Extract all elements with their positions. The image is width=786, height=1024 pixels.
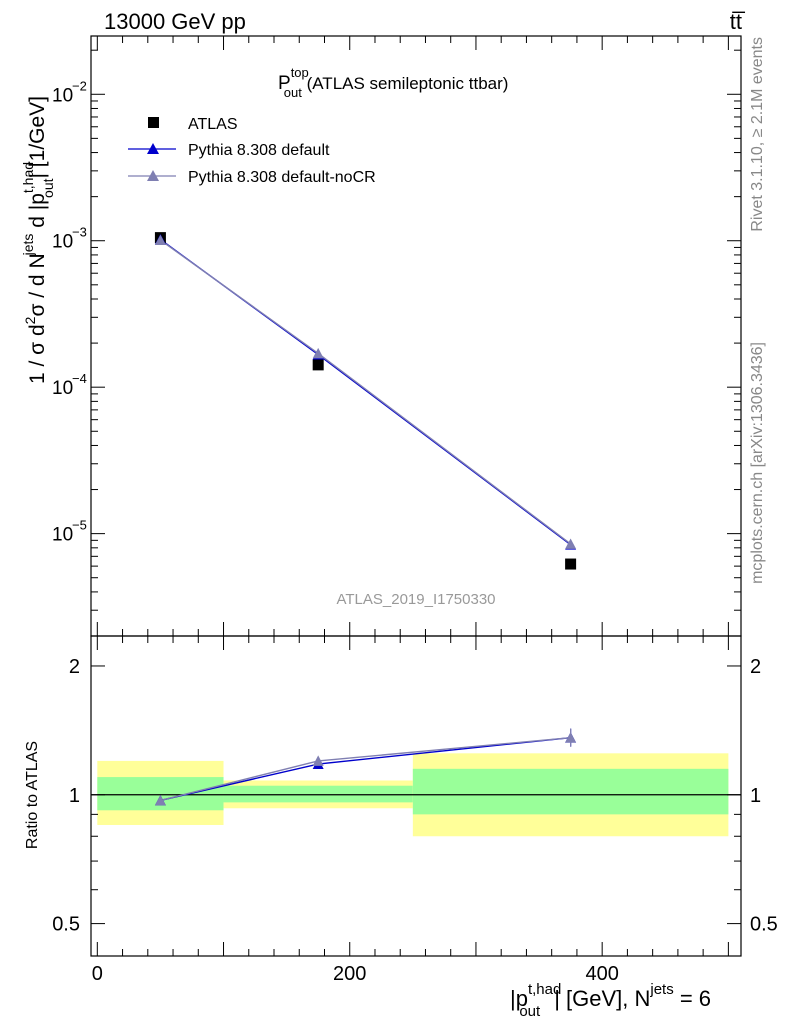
main-point-atlas: [312, 359, 324, 371]
main-point-pythia-nocr: [312, 347, 324, 359]
main-y-tick-label: 10: [52, 85, 73, 106]
main-line-pythia-nocr: [160, 239, 572, 545]
main-y-tick-label: 10: [52, 525, 73, 546]
ratio-point-pythia-nocr: [565, 732, 577, 743]
ratio-y-tick-label: 0.5: [52, 914, 80, 936]
main-title-subscript: out: [284, 85, 302, 100]
main-line-pythia-default: [160, 238, 572, 546]
legend: ATLAS Pythia 8.308 default Pythia 8.308 …: [128, 116, 376, 186]
main-y-tick-label: 10: [52, 232, 73, 253]
x-tick-label: 200: [333, 963, 366, 985]
x-tick-label: 0: [92, 963, 103, 985]
ratio-y-tick-label: 1: [69, 785, 80, 807]
ratio-y-tick-label-right: 1: [750, 785, 761, 807]
header-energy-label: 13000 GeV pp: [104, 9, 246, 34]
main-y-axis-label: 1 / σ d2σ / d Njets d |pt,had out| [1/GeV…: [20, 96, 56, 384]
main-point-pythia-nocr: [154, 234, 166, 246]
main-point-pythia-nocr: [565, 538, 577, 549]
legend-label-pythia-default: Pythia 8.308 default: [188, 142, 330, 159]
main-point-atlas: [565, 558, 577, 570]
legend-label-pythia-nocr: Pythia 8.308 default-noCR: [188, 169, 376, 186]
x-axis-label: |pt,had out| [GeV], Njets = 6: [510, 981, 711, 1020]
ratio-point-pythia-nocr: [312, 755, 324, 766]
main-title-rest: (ATLAS semileptonic ttbar): [302, 74, 509, 93]
analysis-label: ATLAS_2019_I1750330: [336, 591, 495, 608]
legend-marker-pythia-default: [147, 143, 159, 154]
main-y-tick-label-exponent: −3: [72, 225, 87, 240]
ratio-point-pythia-nocr: [154, 794, 166, 806]
legend-marker-pythia-nocr: [147, 170, 159, 181]
main-y-tick-label-exponent: −2: [72, 78, 87, 93]
ratio-y-tick-label-right: 0.5: [750, 914, 778, 936]
ratio-y-axis-label: Ratio to ATLAS: [24, 741, 41, 849]
ratio-y-tick-label-right: 2: [750, 656, 761, 678]
legend-marker-atlas: [148, 117, 159, 128]
ratio-y-tick-label: 2: [69, 656, 80, 678]
main-y-tick-label-exponent: −5: [72, 518, 87, 533]
header-process-label: tt̅: [730, 9, 746, 34]
plot-elements: 10−510−410−310−20.5 0.51 12 20 200 400: [52, 36, 778, 985]
main-title: Ptop out (ATLAS semileptonic ttbar): [278, 65, 508, 100]
legend-label-atlas: ATLAS: [188, 116, 238, 133]
ratio-band-green-2: [412, 768, 729, 815]
x-tick-label: 400: [585, 963, 618, 985]
mcplots-label: mcplots.cern.ch [arXiv:1306.3436]: [749, 342, 766, 584]
main-y-tick-label-exponent: −4: [72, 371, 87, 386]
ratio-band-green-1: [223, 785, 413, 803]
ratio-plot-frame: [90, 635, 742, 957]
main-y-tick-label: 10: [52, 378, 73, 399]
main-title-symbol: P: [278, 73, 291, 94]
rivet-version-label: Rivet 3.1.10, ≥ 2.1M events: [749, 37, 766, 232]
main-title-superscript: top: [291, 65, 309, 80]
